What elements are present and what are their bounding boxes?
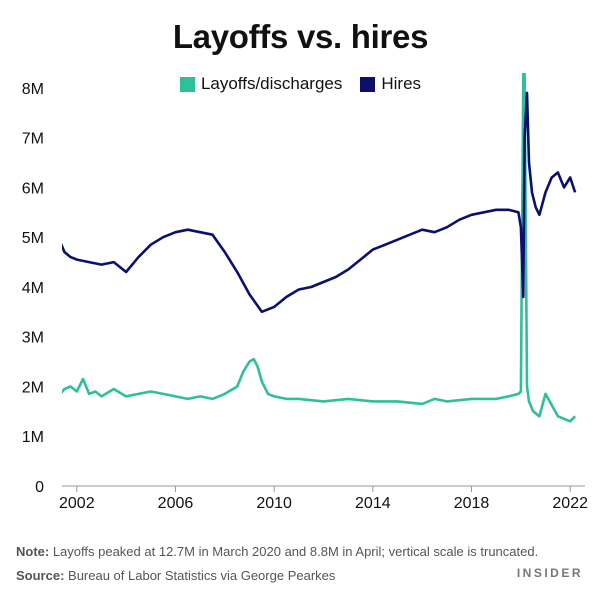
x-tick-label: 2022 [552,495,588,512]
legend-item-hires: Hires [360,74,421,94]
y-tick-label: 4M [22,280,44,297]
x-tick-label: 2006 [158,495,194,512]
x-tick-label: 2014 [355,495,391,512]
footer: Note: Layoffs peaked at 12.7M in March 2… [16,540,586,588]
legend-label-hires: Hires [381,74,422,93]
y-tick-label: 8M [22,81,44,98]
x-tick-label: 2018 [454,495,490,512]
series-line-hires [62,91,577,314]
chart-title: Layoffs vs. hires [172,18,429,55]
note-text: Layoffs peaked at 12.7M in March 2020 an… [49,544,539,559]
y-tick-label: 5M [22,230,44,247]
source-label: Source: [16,568,65,583]
y-tick-label: 0 [35,479,44,496]
legend-item-layoffs: Layoffs/discharges [179,74,343,94]
legend-label-layoffs: Layoffs/discharges [200,74,343,93]
source-text: Bureau of Labor Statistics via George Pe… [64,568,336,583]
note-label: Note: [16,544,50,559]
y-tick-label: 6M [22,180,44,197]
y-tick-label: 1M [22,429,44,446]
y-tick-label: 2M [22,379,44,396]
x-tick-label: 2002 [59,495,95,512]
y-tick-label: 7M [22,131,44,148]
brand-logo: INSIDER [516,566,583,580]
note: Note: Layoffs peaked at 12.7M in March 2… [16,540,586,564]
line-chart: 0 1M 2M 3M 4M 5M 6M 7M 8M 2002 2006 2010 2014 2018 202… [22,73,588,512]
legend-swatch-layoffs [179,76,195,92]
series-line-layoffs [62,73,577,423]
y-tick-label: 3M [22,330,44,347]
source: Source: Bureau of Labor Statistics via G… [16,564,586,588]
x-tick-label: 2010 [256,495,292,512]
legend: Layoffs/discharges Hires [0,74,601,94]
legend-swatch-hires [360,76,376,92]
